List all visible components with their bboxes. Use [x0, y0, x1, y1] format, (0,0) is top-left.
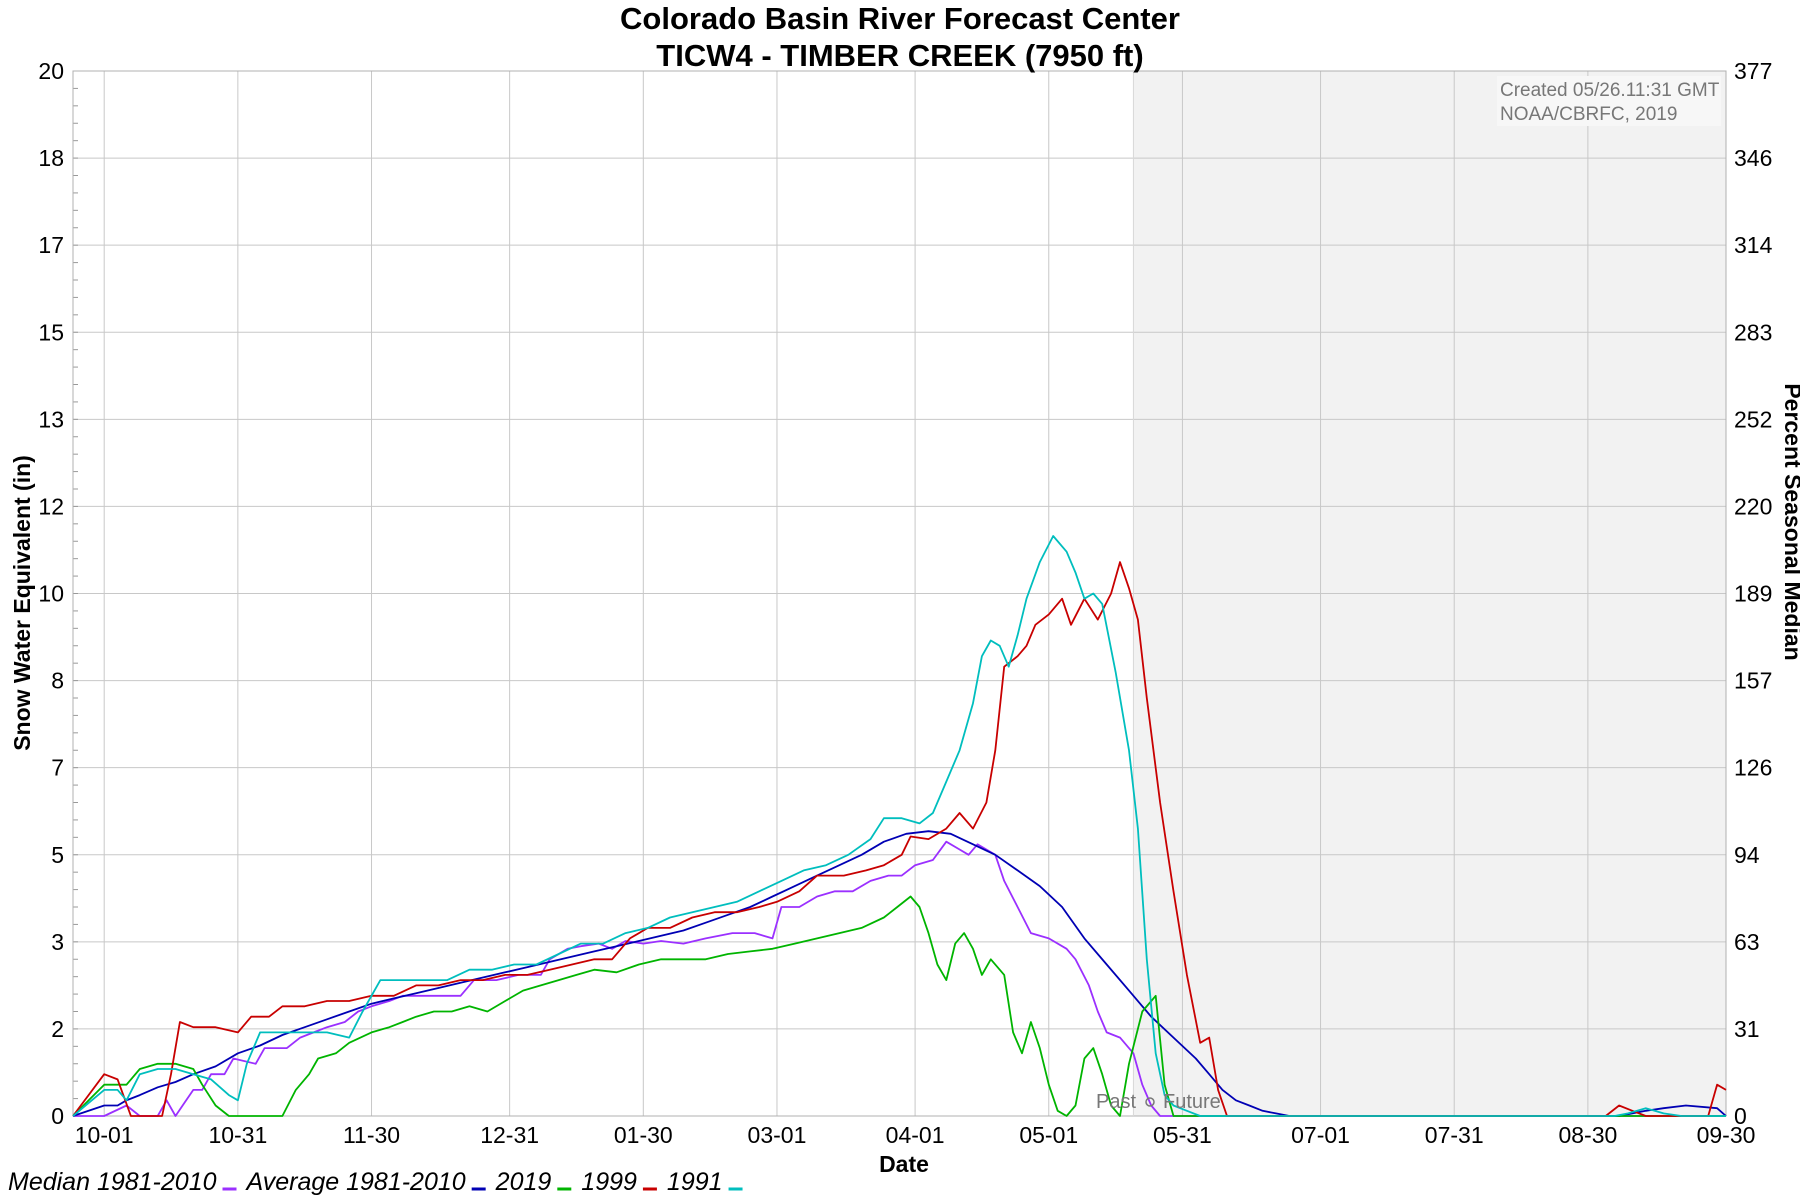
x-tick-label: 07-31	[1425, 1122, 1484, 1148]
series-line	[72, 561, 1727, 1117]
y-tick-label: 0	[51, 1103, 64, 1129]
y2-tick-label: 252	[1734, 406, 1772, 432]
y2-tick-label: 157	[1734, 668, 1772, 694]
past-label: Past	[1096, 1091, 1136, 1113]
legend-label: 1991	[667, 1168, 723, 1196]
series-line	[72, 535, 1726, 1117]
series-line	[72, 895, 1726, 1117]
y-axis-ticks: 0 2 3 5 7 8 10 12 13 15 17 18 20	[38, 58, 64, 1129]
y-tick-label: 17	[38, 232, 64, 258]
chart-subtitle: TICW4 - TIMBER CREEK (7950 ft)	[656, 38, 1143, 73]
series-line	[73, 840, 1726, 1117]
legend-label: 1999	[581, 1168, 637, 1196]
y2-tick-label: 0	[1734, 1103, 1747, 1129]
credit-source: NOAA/CBRFC, 2019	[1500, 104, 1677, 125]
x-tick-label: 11-30	[343, 1122, 400, 1148]
credit-created: Created 05/26.11:31 GMT	[1500, 80, 1720, 101]
x-tick-label: 08-30	[1558, 1122, 1617, 1148]
legend-label: Median 1981-2010	[8, 1168, 217, 1196]
series-line	[72, 830, 1727, 1117]
plot-frame	[72, 70, 1727, 1117]
y2-axis-ticks: 0 31 63 94 126 157 189 220 252 283 314 346 377	[1734, 58, 1773, 1129]
y-axis-title: Snow Water Equivalent (in)	[9, 455, 35, 751]
y-tick-label: 3	[51, 929, 64, 955]
legend: Median 1981-2010 Average 1981-2010 2019 199…	[8, 1168, 743, 1196]
chart-title: Colorado Basin River Forecast Center	[620, 1, 1180, 36]
y2-tick-label: 314	[1734, 232, 1773, 258]
x-tick-label: 01-30	[614, 1122, 673, 1148]
y2-tick-label: 346	[1734, 145, 1772, 171]
legend-label: Average 1981-2010	[245, 1168, 466, 1196]
y-tick-label: 7	[51, 755, 64, 781]
x-tick-label: 05-31	[1153, 1122, 1212, 1148]
x-axis-title: Date	[879, 1151, 929, 1177]
x-axis-ticks: 10-01 10-31 11-30 12-31 01-30 03-01 04-01 05-01…	[75, 1122, 1756, 1148]
x-tick-label: 10-31	[208, 1122, 267, 1148]
future-label: Future	[1163, 1091, 1221, 1113]
y2-axis-title: Percent Seasonal Median	[1780, 383, 1800, 660]
legend-label: 2019	[495, 1168, 552, 1196]
y2-tick-label: 189	[1734, 581, 1772, 607]
y-tick-label: 15	[38, 319, 64, 345]
x-tick-label: 04-01	[886, 1122, 945, 1148]
x-tick-label: 07-01	[1291, 1122, 1350, 1148]
y-tick-label: 13	[38, 406, 64, 432]
y2-tick-label: 220	[1734, 493, 1772, 519]
y-tick-label: 12	[38, 493, 64, 519]
y-tick-label: 5	[51, 842, 64, 868]
y-tick-label: 2	[51, 1016, 64, 1042]
x-tick-label: 03-01	[748, 1122, 807, 1148]
y2-tick-label: 63	[1734, 929, 1760, 955]
y2-tick-label: 283	[1734, 319, 1772, 345]
y-tick-label: 8	[51, 668, 64, 694]
y-tick-label: 20	[38, 58, 64, 84]
grid-lines	[73, 70, 1727, 1117]
y2-tick-label: 31	[1734, 1016, 1760, 1042]
y-tick-label: 10	[38, 581, 64, 607]
y2-tick-label: 94	[1734, 842, 1760, 868]
y2-tick-label: 377	[1734, 58, 1772, 84]
x-tick-label: 09-30	[1697, 1122, 1756, 1148]
past-future-marker	[1145, 1097, 1155, 1107]
series-lines	[72, 535, 1727, 1117]
credit-box	[1497, 76, 1721, 126]
x-tick-label: 05-01	[1019, 1122, 1078, 1148]
x-tick-label: 10-01	[75, 1122, 134, 1148]
x-tick-label: 12-31	[480, 1122, 539, 1148]
y-tick-label: 18	[38, 145, 64, 171]
y2-tick-label: 126	[1734, 755, 1772, 781]
